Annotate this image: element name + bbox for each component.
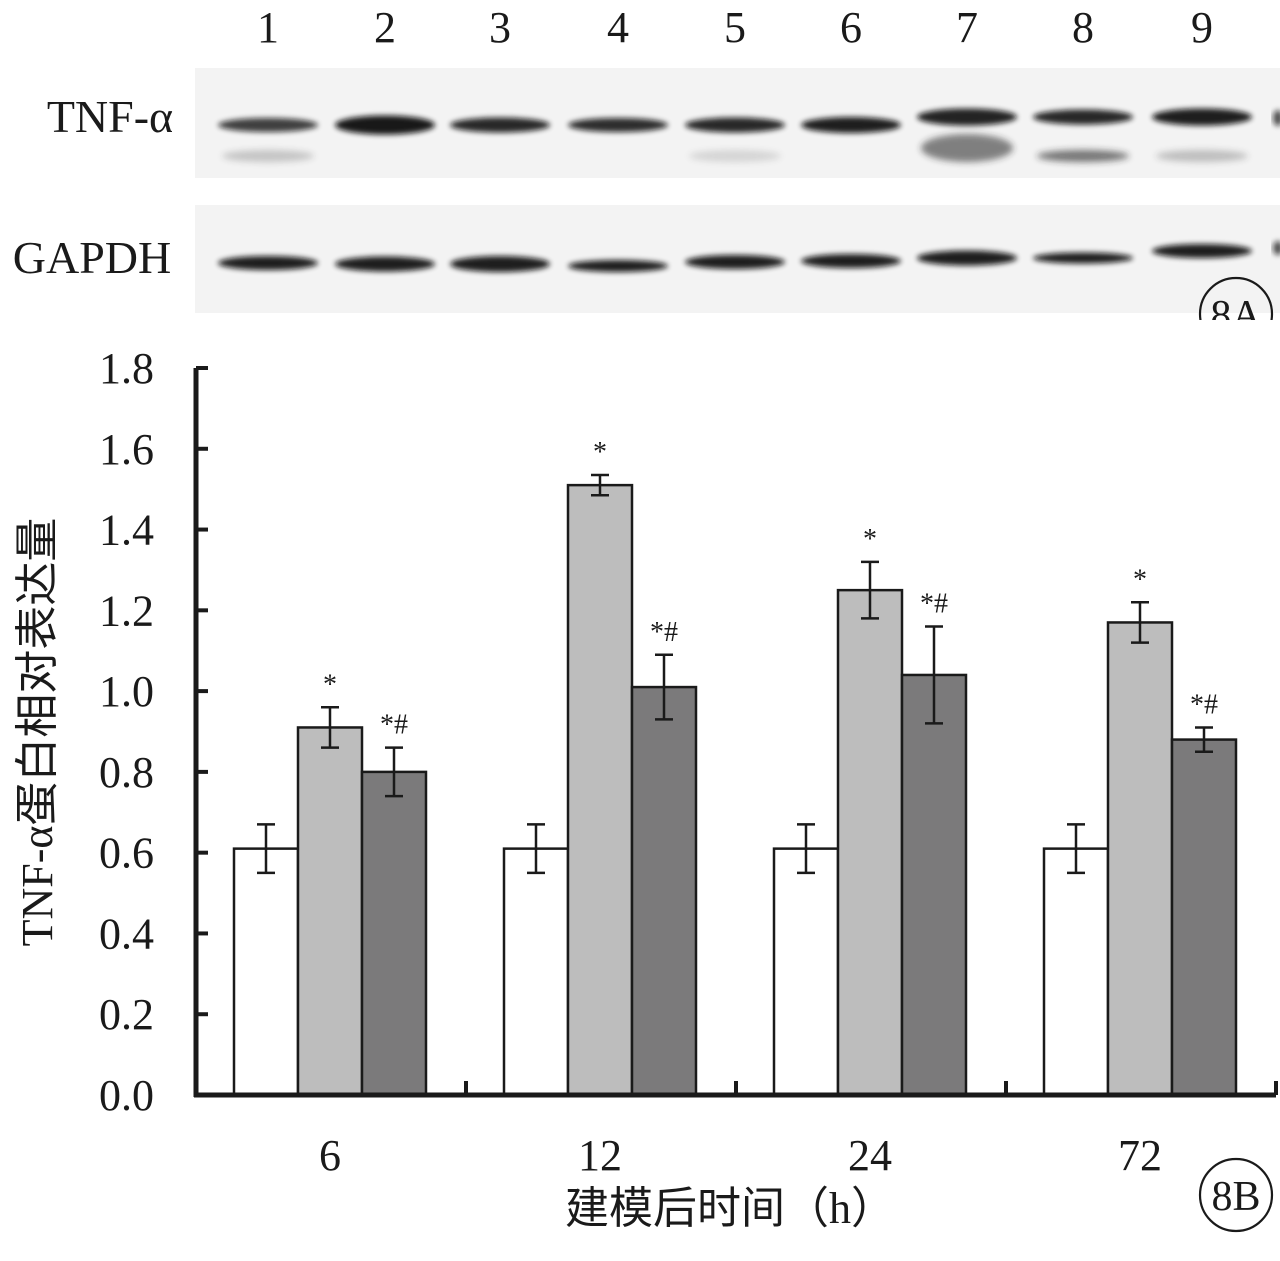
lane-number: 1 [257,3,279,52]
blot-row-label-gapdh: GAPDH [13,232,171,283]
y-tick-label: 1.4 [99,506,154,555]
tnf-band [1152,108,1252,126]
y-tick-label: 1.2 [99,586,154,635]
tnf-lower-band [921,134,1013,162]
x-tick-label: 12 [578,1131,622,1180]
gapdh-band [801,254,901,268]
error-bar [257,823,275,875]
tnf-band [917,108,1017,126]
tnf-lower-band [1037,150,1129,162]
lane-number: 9 [1191,3,1213,52]
error-bar [861,560,879,620]
lane-number: 5 [724,3,746,52]
y-tick-label: 0.0 [99,1071,154,1120]
x-tick-label: 72 [1118,1131,1162,1180]
y-axis-label: TNF-α蛋白相对表达量 [13,518,62,947]
bar [630,685,698,1097]
significance-label: * [863,524,877,555]
significance-label: * [1133,564,1147,595]
x-axis-label: 建模后时间（h） [565,1184,895,1233]
error-bar [1195,726,1213,753]
error-bar [925,625,943,725]
gapdh-band [917,250,1017,266]
significance-label: *# [1190,689,1218,720]
x-tick-label: 24 [848,1131,892,1180]
panel-badge-8a: 8A [1198,276,1274,320]
y-tick-label: 1.8 [99,344,154,393]
gapdh-band [568,260,668,272]
significance-label: *# [380,710,408,741]
y-tick-label: 1.6 [99,425,154,474]
tnf-bands [218,108,1280,162]
bars [232,483,1238,1097]
x-tick-label: 6 [319,1131,341,1180]
error-bar [655,653,673,721]
tnf-lower-band [1156,150,1248,162]
bar [360,770,428,1097]
bar [296,726,364,1097]
bar [1042,847,1110,1097]
lane-number: 4 [607,3,629,52]
bar [232,847,300,1097]
bar [502,847,570,1097]
panel-badge-8b: 8B [1198,1157,1274,1233]
bar [900,673,968,1097]
error-bar [1131,601,1149,644]
panel-label-8a: 8A [1210,293,1262,320]
lane-number: 6 [840,3,862,52]
gapdh-band-edge [1273,241,1280,255]
error-bar [321,706,339,749]
tnf-band [1033,109,1133,125]
significance-label: *# [920,588,948,619]
y-tick-label: 0.4 [99,909,154,958]
bar [772,847,840,1097]
lane-number: 8 [1072,3,1094,52]
significance-label: * [323,669,337,700]
gapdh-band [685,255,785,269]
blot-row-label-tnf: TNF-α [47,91,173,142]
tnf-band [450,117,550,133]
x-axis-ticks: 6 12 24 72 [319,1081,1278,1180]
lane-number: 3 [489,3,511,52]
panel-label-8b: 8B [1211,1174,1260,1220]
y-tick-label: 0.8 [99,748,154,797]
lane-number: 7 [956,3,978,52]
tnf-band [568,118,668,132]
significance-label: *# [650,617,678,648]
error-bar [797,823,815,875]
error-bar [385,746,403,798]
gapdh-band [1152,244,1252,258]
western-blot-panel: 1 2 3 4 5 6 7 8 9 TNF-α GAPDH 8A [13,3,1280,320]
tnf-band [801,117,901,133]
lane-number: 2 [374,3,396,52]
gapdh-band [1033,252,1133,264]
tnf-lower-band [689,150,781,162]
tnf-band-edge [1273,110,1280,126]
significance-annotations: * *# * *# * *# * *# [323,437,1218,741]
y-tick-label: 0.6 [99,829,154,878]
bar [1170,738,1238,1097]
bar-chart: 0.0 0.2 0.4 0.6 0.8 1.0 1.2 1.4 1.6 1.8 * *# * *# * *#… [13,344,1278,1233]
significance-label: * [593,437,607,468]
tnf-band [218,118,318,132]
bar [836,588,904,1097]
error-bar [1067,823,1085,875]
gapdh-band [335,256,435,272]
gapdh-bands [218,241,1280,272]
y-tick-label: 1.0 [99,667,154,716]
gapdh-band [218,256,318,270]
lane-numbers: 1 2 3 4 5 6 7 8 9 [257,3,1213,52]
error-bars [257,473,1213,875]
bar [566,483,634,1097]
y-axis-ticks: 0.0 0.2 0.4 0.6 0.8 1.0 1.2 1.4 1.6 1.8 [99,344,208,1120]
bar [1106,621,1174,1097]
y-tick-label: 0.2 [99,990,154,1039]
gapdh-band [450,256,550,272]
error-bar [591,473,609,497]
tnf-band [335,115,435,135]
tnf-lower-band [222,150,314,162]
error-bar [527,823,545,875]
tnf-band [685,117,785,133]
